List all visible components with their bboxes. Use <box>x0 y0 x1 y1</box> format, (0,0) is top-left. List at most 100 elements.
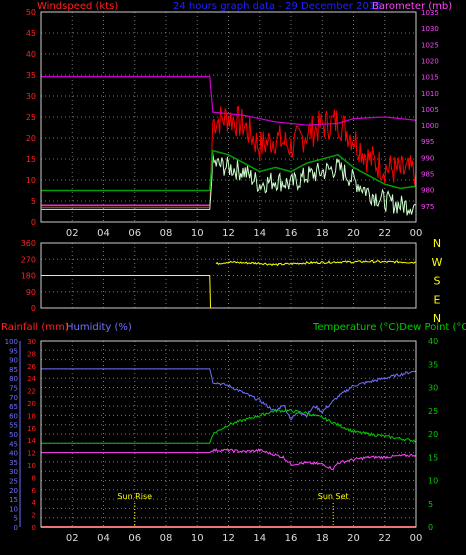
x-tick-label: 22 <box>378 533 391 544</box>
x-tick-label: 02 <box>66 533 79 544</box>
compass-label: S <box>434 275 441 288</box>
rainfall-tick-label: 24 <box>27 375 36 383</box>
x-tick-label: 12 <box>222 533 235 544</box>
direction-tick-label: 0 <box>31 304 36 313</box>
x-tick-label: 18 <box>316 533 329 544</box>
humidity-tick-label: 100 <box>5 338 18 346</box>
barometer-tick-label: 1005 <box>421 106 439 114</box>
rainfall-axis-title: Rainfall (mm) <box>1 322 69 333</box>
rainfall-tick-label: 6 <box>32 487 37 495</box>
barometer-tick-label: 1010 <box>421 90 439 98</box>
humidity-tick-label: 5 <box>14 515 18 523</box>
compass-label: N <box>433 237 441 250</box>
temperature-tick-label: 40 <box>428 337 438 346</box>
temperature-tick-label: 0 <box>428 523 433 532</box>
windspeed-tick-label: 10 <box>26 176 36 185</box>
compass-label: E <box>434 293 441 306</box>
sun-set-label: Sun Set <box>318 492 349 501</box>
humidity-tick-label: 75 <box>9 385 18 393</box>
barometer-tick-label: 990 <box>421 154 434 162</box>
temperature-tick-label: 15 <box>428 453 438 462</box>
windspeed-tick-label: 20 <box>26 134 36 143</box>
x-tick-label: 08 <box>160 533 173 544</box>
temperature-tick-label: 5 <box>428 500 433 509</box>
direction-tick-label: 270 <box>21 255 36 264</box>
windspeed-tick-label: 50 <box>26 8 36 17</box>
humidity-tick-label: 30 <box>9 468 18 476</box>
chart-title: 24 hours graph data - 29 December 2015 <box>173 1 382 12</box>
x-tick-label: 18 <box>316 228 329 239</box>
humidity-tick-label: 25 <box>9 478 18 486</box>
humidity-tick-label: 0 <box>14 524 18 532</box>
rainfall-tick-label: 12 <box>27 450 36 458</box>
humidity-tick-label: 15 <box>9 496 18 504</box>
pressure-series <box>41 76 417 126</box>
chart-dynamic-layer: 02 04 06 08 10 12 14 16 18 20 22 000510152025303540… <box>5 8 443 544</box>
temperature-tick-label: 20 <box>428 430 438 439</box>
x-tick-label: 20 <box>347 228 360 239</box>
humidity-series <box>41 368 417 421</box>
rainfall-tick-label: 18 <box>27 412 36 420</box>
barometer-tick-label: 980 <box>421 187 434 195</box>
humidity-tick-label: 20 <box>9 487 18 495</box>
average-wind-series <box>41 149 417 192</box>
humidity-tick-label: 85 <box>9 366 18 374</box>
barometer-tick-label: 975 <box>421 203 434 211</box>
rainfall-tick-label: 0 <box>32 524 36 532</box>
x-tick-label: 08 <box>160 228 173 239</box>
windspeed-tick-label: 15 <box>26 155 36 164</box>
humidity-tick-label: 35 <box>9 459 18 467</box>
barometer-tick-label: 995 <box>421 138 434 146</box>
x-tick-label: 04 <box>97 533 110 544</box>
temperature-tick-label: 35 <box>428 360 438 369</box>
windspeed-tick-label: 45 <box>26 29 36 38</box>
windspeed-tick-label: 5 <box>31 197 36 206</box>
barometer-tick-label: 1000 <box>421 122 439 130</box>
x-tick-label: 22 <box>378 228 391 239</box>
temperature-series <box>41 408 417 444</box>
panel-2-frame <box>40 242 417 309</box>
windspeed-tick-label: 25 <box>26 113 36 122</box>
windspeed-series <box>41 153 417 216</box>
windspeed-tick-label: 30 <box>26 92 36 101</box>
humidity-tick-label: 50 <box>9 431 18 439</box>
humidity-tick-label: 55 <box>9 422 18 430</box>
barometer-tick-label: 1035 <box>421 9 439 17</box>
direction-series-pre <box>41 275 212 309</box>
temperature-tick-label: 10 <box>428 477 438 486</box>
x-tick-label: 00 <box>410 533 423 544</box>
temperature-tick-label: 25 <box>428 407 438 416</box>
sun-rise-label: Sun Rise <box>117 492 152 501</box>
temperature-tick-label: 30 <box>428 384 438 393</box>
barometer-tick-label: 1020 <box>421 57 439 65</box>
humidity-axis-title: Humidity (%) <box>66 322 132 333</box>
rainfall-tick-label: 20 <box>27 400 36 408</box>
humidity-tick-label: 10 <box>9 505 18 513</box>
x-tick-label: 14 <box>253 533 266 544</box>
humidity-tick-label: 45 <box>9 440 18 448</box>
x-tick-label: 16 <box>285 228 298 239</box>
barometer-tick-label: 1030 <box>421 25 439 33</box>
dewpoint-series <box>41 447 417 471</box>
windspeed-tick-label: 35 <box>26 71 36 80</box>
x-tick-label: 04 <box>97 228 110 239</box>
humidity-tick-label: 95 <box>9 347 18 355</box>
humidity-tick-label: 80 <box>9 375 18 383</box>
rainfall-tick-label: 30 <box>27 338 36 346</box>
rainfall-tick-label: 26 <box>27 363 36 371</box>
x-tick-label: 12 <box>222 228 235 239</box>
rainfall-tick-label: 8 <box>32 474 36 482</box>
humidity-tick-label: 65 <box>9 403 18 411</box>
humidity-tick-label: 40 <box>9 450 18 458</box>
windspeed-tick-label: 40 <box>26 50 36 59</box>
rainfall-tick-label: 22 <box>27 388 36 396</box>
barometer-tick-label: 985 <box>421 171 434 179</box>
barometer-tick-label: 1025 <box>421 41 439 49</box>
windspeed-tick-label: 0 <box>31 218 36 227</box>
direction-series <box>215 260 417 267</box>
rainfall-tick-label: 16 <box>27 425 36 433</box>
rainfall-tick-label: 2 <box>32 512 36 520</box>
rainfall-tick-label: 4 <box>32 499 37 507</box>
